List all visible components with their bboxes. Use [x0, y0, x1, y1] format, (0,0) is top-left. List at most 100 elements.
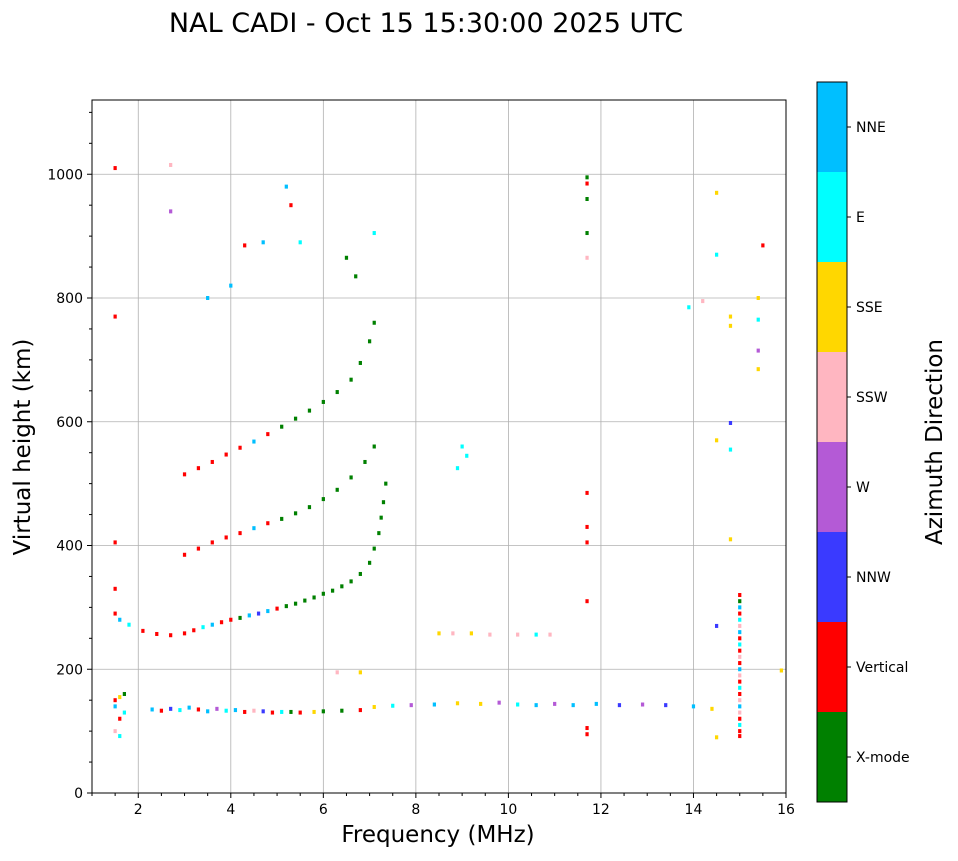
echo-point [585, 255, 589, 260]
echo-point [728, 420, 733, 425]
colorbar-segment [817, 82, 847, 172]
echo-point [113, 704, 117, 709]
echo-point [113, 314, 117, 319]
colorbar-tick-label: NNE [856, 120, 886, 136]
echo-point [516, 702, 520, 707]
echo-point [756, 296, 760, 300]
echo-point [127, 622, 131, 627]
echo-point [321, 709, 325, 714]
y-tick-label: 600 [56, 415, 83, 431]
echo-point [169, 209, 173, 214]
echo-point [293, 416, 298, 421]
echo-point [182, 631, 187, 636]
echo-point [372, 231, 376, 236]
x-axis-ticks: 2 4 6 8 10 12 14 16 [91, 793, 795, 818]
colorbar-segment [817, 442, 847, 532]
echo-point [761, 243, 765, 248]
echo-point [460, 444, 464, 449]
echo-point [349, 579, 353, 584]
colorbar-tick-label: X-mode [856, 750, 910, 766]
echo-point [113, 611, 117, 616]
echo-point [196, 546, 201, 551]
echo-point [585, 540, 589, 545]
echo-point [312, 709, 316, 714]
echo-point [738, 716, 742, 721]
echo-point [738, 692, 742, 696]
echo-point [187, 705, 191, 710]
colorbar-tick-label: NNW [856, 570, 891, 586]
colorbar-tick-label: E [856, 210, 865, 226]
echo-point [210, 459, 214, 464]
echo-point [224, 535, 228, 540]
echo-point [701, 299, 705, 304]
echo-point [738, 636, 742, 641]
echo-point [738, 704, 742, 709]
echo-point [585, 175, 589, 180]
echo-point [379, 515, 383, 520]
echo-point [113, 729, 117, 734]
plot-frame [91, 99, 787, 794]
echo-point [738, 648, 742, 653]
echo-point [280, 424, 284, 429]
echo-point [122, 710, 127, 715]
echo-point [728, 314, 733, 319]
echo-point [358, 670, 362, 675]
echo-point [738, 679, 742, 684]
echo-point [141, 628, 145, 633]
echo-point [728, 447, 733, 452]
echo-point [206, 296, 210, 300]
echo-point [118, 716, 122, 721]
echo-point [738, 611, 742, 616]
echo-point [640, 702, 645, 707]
echo-point [266, 521, 270, 526]
echo-point [206, 709, 210, 714]
echo-point [548, 632, 552, 637]
echo-point [617, 703, 622, 708]
echo-point [261, 709, 265, 714]
colorbar-segment [817, 712, 847, 802]
echo-point [210, 540, 214, 545]
x-tick-label: 10 [499, 802, 517, 818]
echo-point [330, 588, 335, 593]
echo-point [409, 703, 413, 708]
echo-point [293, 511, 298, 516]
echo-point [437, 631, 441, 636]
echo-point [233, 708, 238, 713]
echo-point [372, 546, 376, 551]
echo-point [238, 531, 242, 536]
colorbar-tick-label: W [856, 480, 870, 496]
echo-point [585, 231, 589, 236]
echo-point [298, 240, 302, 245]
echo-point [756, 348, 760, 353]
echo-point [479, 701, 483, 706]
echo-point [738, 698, 742, 703]
echo-point [585, 197, 589, 201]
echo-point [728, 537, 733, 542]
echo-point [738, 642, 742, 647]
echo-point [488, 632, 492, 637]
echo-point [687, 305, 691, 310]
echo-point [229, 283, 233, 288]
echo-point [728, 323, 733, 328]
echo-point [372, 320, 376, 325]
echo-point [340, 584, 344, 589]
echo-point [312, 595, 316, 600]
chart-title: NAL CADI - Oct 15 15:30:00 2025 UTC [169, 8, 683, 39]
echo-point [455, 466, 460, 471]
echo-point [335, 487, 339, 492]
echo-point [714, 735, 719, 740]
echo-point [340, 708, 344, 713]
echo-point [192, 628, 196, 633]
echo-point [224, 452, 228, 457]
echo-point [469, 631, 474, 636]
echo-point [321, 399, 325, 404]
echo-point [381, 500, 386, 505]
echo-point [335, 670, 339, 675]
echo-point [363, 459, 367, 464]
echo-point [738, 654, 742, 659]
echo-point [738, 617, 742, 622]
echo-point [321, 591, 325, 596]
echo-point [451, 631, 455, 636]
echo-point [215, 706, 219, 711]
